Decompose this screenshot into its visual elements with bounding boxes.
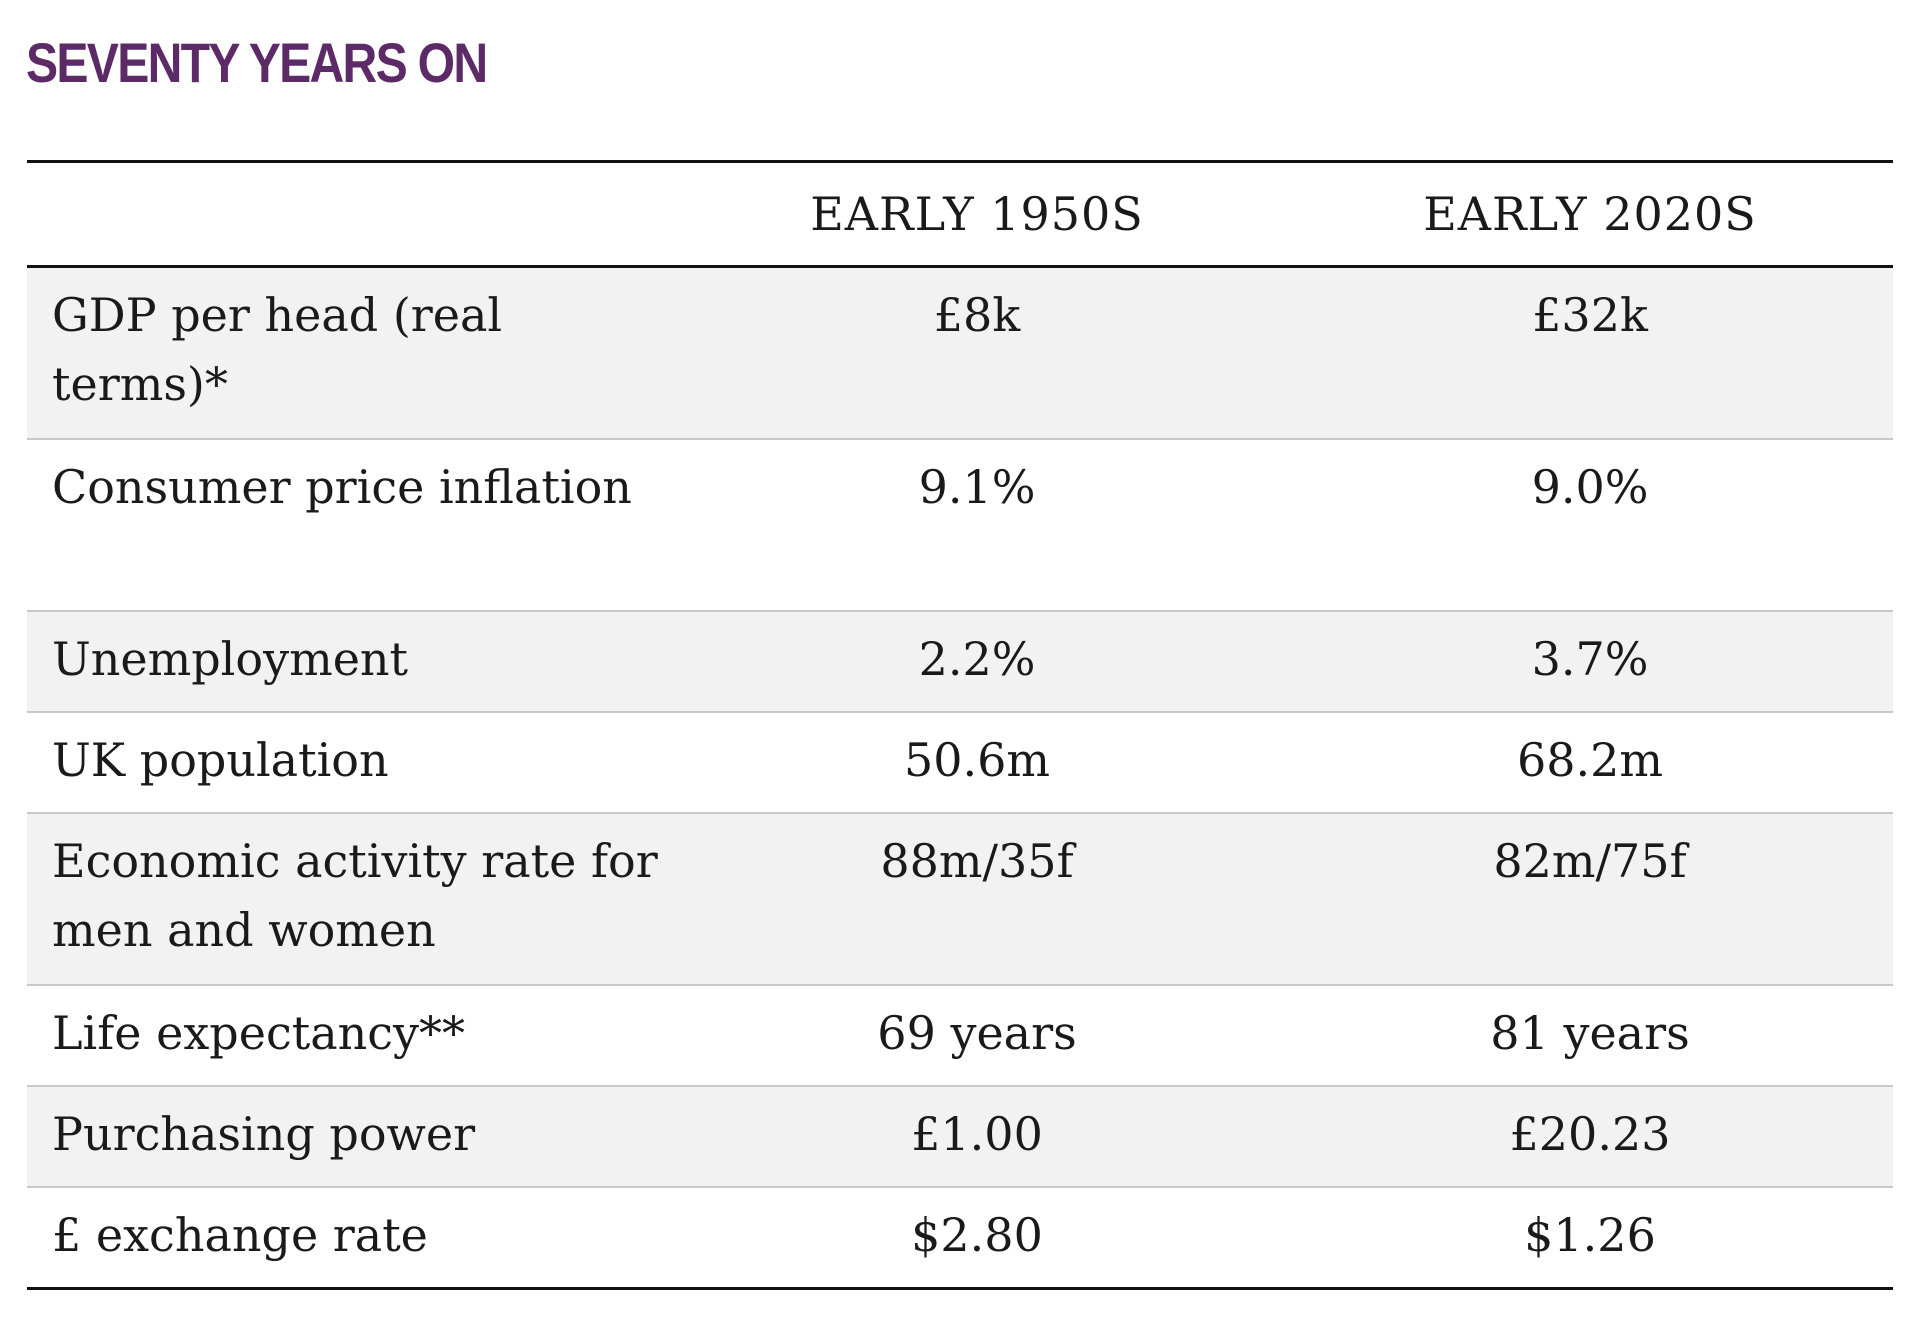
table-row-purchasing-power: Purchasing power £1.00 £20.23 <box>27 1085 1893 1186</box>
table-row-exchange-rate: £ exchange rate $2.80 $1.26 <box>27 1186 1893 1287</box>
cell-early-1950s: £1.00 <box>911 1107 1043 1161</box>
column-header-early-1950s: EARLY 1950S <box>810 186 1144 241</box>
row-label: Consumer price inflation <box>52 460 632 514</box>
cell-early-1950s: 50.6m <box>903 733 1051 787</box>
table-row-gdp-per-head: GDP per head (real terms)* £8k £32k <box>27 268 1893 438</box>
column-header-early-2020s: EARLY 2020S <box>1423 186 1757 241</box>
table-row-uk-population: UK population 50.6m 68.2m <box>27 711 1893 812</box>
table-row-consumer-price-inflation: Consumer price inflation 9.1% 9.0% <box>27 438 1893 610</box>
cell-early-2020s: 82m/75f <box>1493 834 1687 888</box>
row-label: UK population <box>52 733 389 787</box>
table-row-economic-activity-rate: Economic activity rate for men and women… <box>27 812 1893 984</box>
cell-early-1950s: 69 years <box>877 1006 1077 1060</box>
row-label: GDP per head (real terms)* <box>52 288 503 411</box>
cell-early-2020s: 68.2m <box>1516 733 1664 787</box>
cell-early-1950s: £8k <box>933 288 1021 342</box>
cell-early-1950s: 9.1% <box>918 460 1036 514</box>
cell-early-2020s: $1.26 <box>1524 1208 1656 1262</box>
cell-early-2020s: 81 years <box>1490 1006 1690 1060</box>
cell-early-1950s: $2.80 <box>911 1208 1043 1262</box>
row-label: Economic activity rate for men and women <box>52 834 658 957</box>
cell-early-1950s: 2.2% <box>918 632 1036 686</box>
cell-early-2020s: 3.7% <box>1531 632 1649 686</box>
page-title: SEVENTY YEARS ON <box>26 31 488 94</box>
cell-early-2020s: £32k <box>1532 288 1648 342</box>
table-header-row: EARLY 1950S EARLY 2020S <box>27 163 1893 268</box>
row-label: Unemployment <box>52 632 409 686</box>
cell-early-1950s: 88m/35f <box>880 834 1074 888</box>
row-label: Life expectancy** <box>52 1006 466 1060</box>
row-label: £ exchange rate <box>52 1208 428 1262</box>
table-row-unemployment: Unemployment 2.2% 3.7% <box>27 610 1893 711</box>
row-label: Purchasing power <box>52 1107 476 1161</box>
cell-early-2020s: 9.0% <box>1531 460 1649 514</box>
table-row-life-expectancy: Life expectancy** 69 years 81 years <box>27 984 1893 1085</box>
cell-early-2020s: £20.23 <box>1509 1107 1671 1161</box>
comparison-table: EARLY 1950S EARLY 2020S GDP per head (re… <box>27 160 1893 1290</box>
